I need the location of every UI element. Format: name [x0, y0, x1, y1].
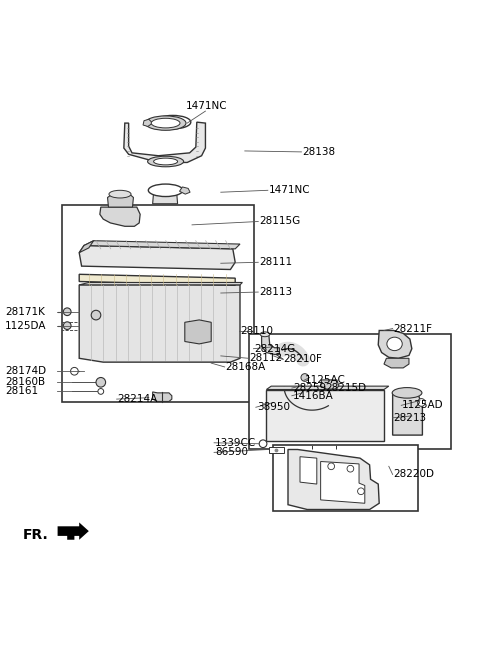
Polygon shape [60, 529, 82, 540]
Polygon shape [153, 192, 178, 204]
Text: 28171K: 28171K [5, 306, 45, 317]
Text: 28174D: 28174D [5, 366, 46, 376]
Text: 86590: 86590 [215, 447, 248, 457]
Bar [273, 445, 418, 511]
Ellipse shape [387, 337, 402, 351]
Text: 1125DA: 1125DA [5, 321, 46, 331]
Ellipse shape [260, 332, 270, 337]
Polygon shape [266, 389, 384, 441]
Circle shape [63, 322, 71, 330]
Text: 28214A: 28214A [118, 394, 158, 404]
Polygon shape [269, 447, 284, 453]
Circle shape [328, 463, 335, 470]
Polygon shape [185, 320, 211, 344]
Text: 28113: 28113 [259, 287, 292, 297]
Ellipse shape [109, 190, 131, 198]
Text: FR.: FR. [23, 528, 49, 542]
Ellipse shape [148, 156, 184, 167]
Polygon shape [84, 241, 240, 249]
Polygon shape [79, 246, 235, 270]
Polygon shape [284, 387, 328, 410]
Polygon shape [79, 241, 94, 252]
Circle shape [91, 310, 101, 320]
Text: 28213: 28213 [394, 413, 427, 423]
Ellipse shape [145, 116, 186, 130]
Circle shape [347, 465, 354, 472]
Text: 1339CC: 1339CC [215, 438, 256, 447]
Ellipse shape [151, 119, 180, 128]
Polygon shape [100, 207, 140, 226]
Text: 28110: 28110 [240, 326, 273, 336]
Polygon shape [79, 283, 242, 285]
Ellipse shape [148, 184, 183, 196]
Circle shape [71, 368, 78, 375]
Polygon shape [262, 334, 279, 355]
Circle shape [358, 488, 364, 495]
Text: 1471NC: 1471NC [269, 185, 311, 195]
Text: 38950: 38950 [257, 402, 290, 413]
Bar [62, 205, 254, 401]
Polygon shape [124, 122, 205, 163]
Polygon shape [384, 358, 409, 368]
Polygon shape [288, 449, 379, 509]
Text: 28168A: 28168A [226, 362, 266, 372]
Text: 28115G: 28115G [259, 217, 300, 227]
Circle shape [418, 399, 425, 407]
Polygon shape [393, 393, 422, 435]
Ellipse shape [154, 158, 178, 165]
Polygon shape [321, 380, 339, 389]
Polygon shape [108, 194, 133, 207]
Ellipse shape [155, 115, 191, 129]
Polygon shape [378, 330, 412, 358]
Text: 28111: 28111 [259, 257, 292, 268]
Polygon shape [180, 187, 190, 194]
Text: 28160B: 28160B [5, 378, 45, 387]
Text: 1125AD: 1125AD [402, 400, 444, 411]
Polygon shape [300, 457, 317, 484]
Text: 28220D: 28220D [394, 469, 434, 480]
Text: 1125AC: 1125AC [305, 376, 346, 386]
Text: 28161: 28161 [5, 386, 38, 396]
Text: 28112: 28112 [250, 353, 283, 363]
Polygon shape [266, 386, 389, 389]
Circle shape [259, 440, 267, 447]
Text: 1416BA: 1416BA [293, 391, 334, 401]
Polygon shape [58, 523, 89, 540]
Text: 28214G: 28214G [254, 344, 296, 354]
Text: 28210F: 28210F [283, 355, 322, 364]
Polygon shape [79, 274, 235, 285]
Polygon shape [79, 285, 240, 362]
Text: 28259: 28259 [293, 383, 326, 393]
Text: 28138: 28138 [302, 147, 336, 157]
Bar [249, 334, 451, 449]
Circle shape [96, 378, 106, 387]
Text: 28215D: 28215D [325, 383, 367, 393]
Circle shape [98, 389, 104, 394]
Text: 1471NC: 1471NC [186, 101, 227, 111]
Text: 28211F: 28211F [394, 324, 432, 333]
Circle shape [301, 374, 309, 382]
Ellipse shape [392, 387, 422, 398]
Circle shape [63, 308, 71, 316]
Polygon shape [153, 392, 172, 401]
Polygon shape [143, 119, 153, 127]
Circle shape [275, 449, 278, 452]
Polygon shape [321, 461, 365, 503]
